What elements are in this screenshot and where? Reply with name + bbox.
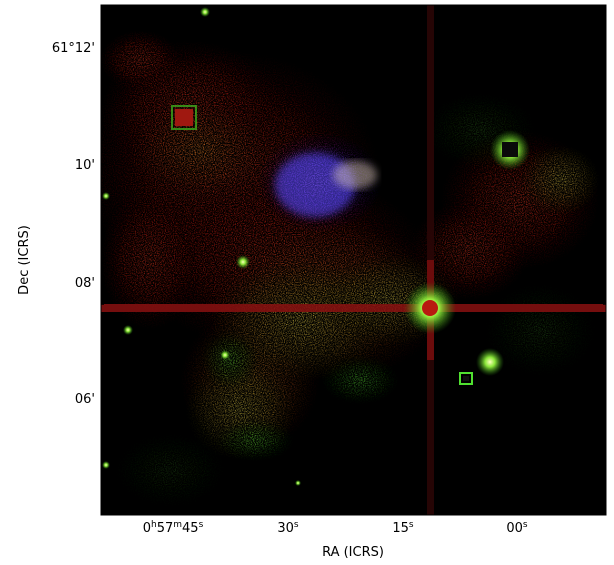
x-tick-label: 0h57m45s bbox=[143, 520, 204, 536]
x-axis-title: RA (ICRS) bbox=[322, 545, 384, 560]
plot-frame bbox=[100, 4, 607, 516]
bright-star-upper-right bbox=[490, 130, 530, 170]
y-minor-ticks bbox=[101, 23, 606, 516]
y-major-ticks bbox=[101, 46, 606, 399]
y-tick-label: 61°12' bbox=[52, 41, 95, 56]
blue-emission-region bbox=[258, 132, 382, 232]
bright-star-upper-left bbox=[171, 105, 197, 130]
x-minor-ticks bbox=[103, 5, 588, 515]
sky-image bbox=[101, 5, 606, 515]
y-axis-title: Dec (ICRS) bbox=[17, 225, 32, 295]
x-major-ticks bbox=[172, 5, 518, 515]
y-tick-label: 06' bbox=[75, 392, 95, 407]
x-tick-label: 00s bbox=[506, 520, 528, 536]
y-tick-label: 08' bbox=[75, 276, 95, 291]
star-lower-right bbox=[459, 348, 504, 385]
bright-star-center bbox=[404, 282, 456, 334]
y-tick-label: 10' bbox=[75, 158, 95, 173]
faint-stars bbox=[102, 7, 301, 486]
x-tick-label: 15s bbox=[392, 520, 414, 536]
x-tick-label: 30s bbox=[277, 520, 299, 536]
